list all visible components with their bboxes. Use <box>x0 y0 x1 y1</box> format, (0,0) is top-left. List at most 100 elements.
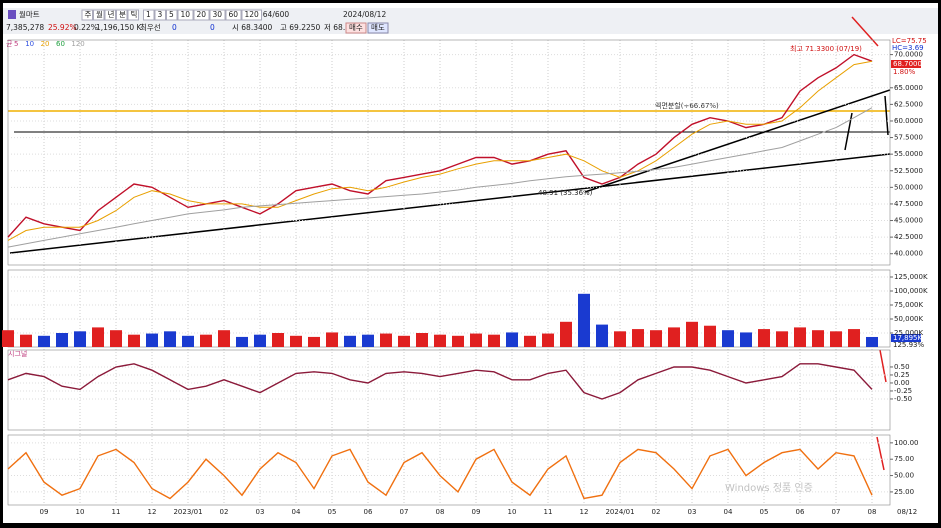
toolbar-button[interactable] <box>177 9 194 21</box>
y-tick-label: 65.0000 <box>894 84 923 92</box>
volume-bar <box>182 335 194 347</box>
y-tick-label: 125,000K <box>894 273 928 281</box>
toolbar-label[interactable]: 틱 <box>131 9 138 19</box>
toolbar-label[interactable]: 1 <box>146 10 151 19</box>
pct: 0.22% <box>74 23 98 32</box>
volume-bar <box>110 330 122 347</box>
change: 25.92% <box>48 23 77 32</box>
y-tick-label: 42.5000 <box>894 233 923 241</box>
toolbar-button[interactable] <box>104 9 116 21</box>
y-tick-label: 100.00 <box>894 439 919 447</box>
volume-bar <box>506 332 518 347</box>
volume-bar <box>866 336 878 347</box>
toolbar-label[interactable]: 10 <box>181 10 191 19</box>
low: 저 68.0700 <box>324 23 365 32</box>
toolbar-button[interactable] <box>241 9 262 21</box>
toolbar-button[interactable] <box>154 9 166 21</box>
panel-frame <box>7 39 891 266</box>
watermark: Windows 정품 인증 <box>725 482 813 494</box>
volume-bar <box>272 333 284 347</box>
toolbar-label[interactable]: 3 <box>158 10 163 19</box>
y-tick-label: -0.50 <box>894 395 912 403</box>
volume-bar <box>2 330 14 347</box>
sell[interactable]: 매도 <box>371 23 385 32</box>
last-price: 68.7000 <box>893 60 922 68</box>
y-tick-label: 50,000K <box>894 315 923 323</box>
volume-bar <box>722 330 734 347</box>
toolbar-label[interactable]: 분 <box>119 10 126 19</box>
arrow <box>851 16 879 47</box>
toolbar-button[interactable] <box>93 9 105 21</box>
volume-bar <box>290 335 302 347</box>
volume-bar <box>740 332 752 347</box>
x-tick-label: 07 <box>832 508 841 516</box>
toolbar-label[interactable]: 20 <box>197 10 207 19</box>
x-tick-label: 04 <box>292 508 301 516</box>
last-price-tag <box>891 60 921 68</box>
volume-bar <box>812 330 824 347</box>
x-tick-label: 06 <box>796 508 805 516</box>
y-tick-label: 75,000K <box>894 301 923 309</box>
last-volume: 17,895K <box>893 334 922 342</box>
y-tick-label: 0.50 <box>894 363 910 371</box>
toolbar-button[interactable] <box>225 9 242 21</box>
volume-bar <box>236 336 248 347</box>
volume-bar <box>380 333 392 347</box>
toolbar-button[interactable] <box>193 9 210 21</box>
panel-frame <box>7 349 891 431</box>
symbol[interactable]: 월마트 <box>19 9 40 19</box>
x-tick-label: 10 <box>76 508 85 516</box>
x-tick-label: 09 <box>472 508 481 516</box>
y-tick-label: 60.0000 <box>894 117 923 125</box>
ma-label: 균 <box>6 40 13 48</box>
toolbar-label[interactable]: 120 <box>245 10 260 19</box>
x-tick-label: 11 <box>544 508 553 516</box>
toolbar-button[interactable] <box>209 9 226 21</box>
toolbar-label[interactable]: 년 <box>108 9 115 19</box>
lc: LC=75.75 <box>892 37 927 45</box>
symbol-icon <box>8 10 16 19</box>
buy[interactable]: 매수 <box>349 23 363 32</box>
volume-bar <box>146 333 158 347</box>
toolbar-button[interactable] <box>143 9 155 21</box>
volume-bar <box>848 329 860 347</box>
y-tick-label: 45.0000 <box>894 217 923 225</box>
volume-bar <box>218 330 230 347</box>
bid: 0 <box>172 23 177 32</box>
x-tick-label: 06 <box>364 508 373 516</box>
toolbar-label[interactable]: 60 <box>229 10 239 19</box>
y-tick-label: -0.25 <box>894 387 912 395</box>
toolbar-button[interactable] <box>127 9 139 21</box>
volume-bar <box>524 335 536 347</box>
toolbar-label[interactable]: 30 <box>213 10 223 19</box>
x-tick-label: 03 <box>688 508 697 516</box>
buy-button[interactable] <box>345 22 367 34</box>
y-tick-label: 50.0000 <box>894 183 923 191</box>
panel-frame <box>7 269 891 348</box>
best: 최우선 <box>140 22 161 32</box>
toolbar-label[interactable]: 주 <box>85 10 92 19</box>
volume-bar <box>308 336 320 347</box>
volume-bar <box>776 331 788 347</box>
volume-bar <box>632 329 644 347</box>
toolbar-button[interactable] <box>81 9 93 21</box>
volume-bar <box>200 334 212 347</box>
date[interactable]: 2024/08/12 <box>343 10 386 19</box>
toolbar-button[interactable] <box>166 9 178 21</box>
y-tick-label: 55.0000 <box>894 150 923 158</box>
toolbar-label[interactable]: 5 <box>169 10 174 19</box>
y-tick-label: 25,000K <box>894 329 923 337</box>
toolbar-button[interactable] <box>116 9 128 21</box>
y-tick-label: 0.25 <box>894 371 910 379</box>
series-line <box>7 107 873 248</box>
toolbar-label[interactable]: 월 <box>96 9 103 19</box>
sell-button[interactable] <box>367 22 389 34</box>
hc: HC=3.69 <box>892 44 924 52</box>
ask: 0 <box>210 23 215 32</box>
x-tick-label: 12 <box>148 508 157 516</box>
x-tick-label: 12 <box>580 508 589 516</box>
trend-line <box>584 89 891 193</box>
legend-entry: 5 <box>14 40 18 48</box>
volume-bar <box>650 330 662 347</box>
volume-bar <box>92 327 104 347</box>
